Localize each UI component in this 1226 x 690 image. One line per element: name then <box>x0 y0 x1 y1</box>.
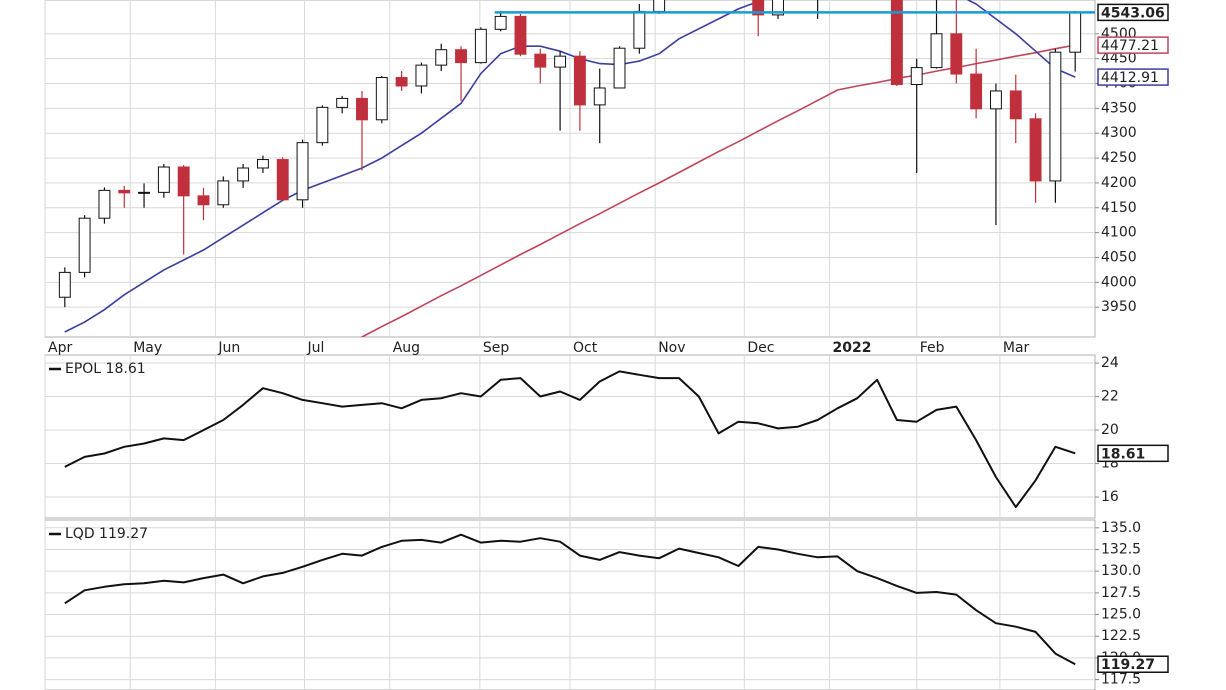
candle-body <box>930 33 943 69</box>
y-tick-label: 122.5 <box>1101 628 1141 644</box>
x-tick-label: Sep <box>483 340 510 356</box>
last-value-box <box>1097 444 1169 463</box>
x-tick-label: Aug <box>393 340 420 356</box>
last-value-box <box>1097 3 1169 22</box>
candle-body <box>256 159 269 169</box>
y-tick-label: 4200 <box>1101 175 1137 191</box>
candle-body <box>989 90 1002 110</box>
last-value-label: 4412.91 <box>1101 70 1159 86</box>
candle-body <box>1069 11 1082 53</box>
candle-body <box>950 33 963 75</box>
last-value-label: 119.27 <box>1101 657 1155 673</box>
candle-body <box>455 49 467 64</box>
last-value-label: 18.61 <box>1101 446 1145 462</box>
y-tick-label: 4050 <box>1101 249 1137 265</box>
candle-body <box>910 67 923 85</box>
candle-body <box>177 166 190 197</box>
x-tick-label: Nov <box>658 340 685 356</box>
y-tick-label: 22 <box>1101 389 1119 405</box>
candle-body <box>1029 118 1042 182</box>
candle-body <box>752 0 765 16</box>
y-tick-label: 132.5 <box>1101 541 1141 557</box>
x-tick-label: 2022 <box>833 340 872 356</box>
x-tick-label: Feb <box>920 340 945 356</box>
candle-body <box>98 189 111 219</box>
candle-body <box>474 28 487 64</box>
candle-body <box>554 55 567 68</box>
y-tick-label: 125.0 <box>1101 607 1141 623</box>
grid-layer: 3950400040504100415042004250430043504400… <box>44 0 1141 690</box>
x-tick-label: Apr <box>48 340 72 356</box>
y-tick-label: 4300 <box>1101 125 1137 141</box>
y-tick-label: 135.0 <box>1101 520 1141 536</box>
labels-layer: Apr May Jun Jul Aug Sep Oct Nov Dec 2022 Feb Mar441… <box>48 3 1169 673</box>
y-tick-label: 4150 <box>1101 200 1137 216</box>
candle-body <box>217 180 230 206</box>
lqd-panel <box>64 533 1076 666</box>
candle-body <box>514 15 527 55</box>
x-tick-label: Dec <box>747 340 774 356</box>
candle-body <box>653 0 666 12</box>
y-tick-label: 20 <box>1101 422 1119 438</box>
candle-body <box>356 97 368 121</box>
epol-panel <box>64 370 1076 509</box>
price-line <box>64 533 1076 666</box>
last-value-box <box>1097 36 1169 54</box>
candle-body <box>197 195 210 206</box>
y-tick-label: 4250 <box>1101 150 1137 166</box>
candle-body <box>78 217 91 273</box>
candle-body <box>534 53 547 68</box>
candle-body <box>890 0 903 85</box>
candle-body <box>375 77 388 121</box>
candle-body <box>494 15 507 30</box>
candle-body <box>613 47 626 89</box>
y-tick-label: 24 <box>1101 355 1119 371</box>
y-tick-label: 117.5 <box>1101 672 1141 688</box>
y-tick-label: 4000 <box>1101 274 1137 290</box>
y-tick-label: 16 <box>1101 489 1119 505</box>
y-tick-label: 127.5 <box>1101 585 1141 601</box>
price-panel <box>58 0 1095 337</box>
legend-label: LQD 119.27 <box>65 526 148 542</box>
legend-label: EPOL 18.61 <box>65 361 146 377</box>
candle-body <box>1009 90 1022 120</box>
price-line <box>64 370 1076 509</box>
y-tick-label: 130.0 <box>1101 563 1141 579</box>
candle-body <box>970 73 983 110</box>
y-tick-label: 4100 <box>1101 225 1137 241</box>
last-value-box <box>1097 68 1169 86</box>
candle-body <box>1049 51 1062 182</box>
moving-average <box>64 0 1076 333</box>
x-tick-label: Jun <box>217 340 240 356</box>
x-tick-label: Oct <box>573 340 598 356</box>
candle-body <box>593 87 606 106</box>
candle-body <box>772 0 784 16</box>
y-tick-label: 4450 <box>1101 51 1137 67</box>
candle-body <box>435 49 448 66</box>
candle-body <box>58 271 71 298</box>
candle-body <box>633 10 646 49</box>
x-tick-label: Jul <box>307 340 325 356</box>
last-value-label: 4477.21 <box>1101 38 1159 54</box>
candle-body <box>395 77 408 87</box>
candle-body <box>138 191 151 194</box>
x-tick-label: May <box>133 340 162 356</box>
candle-body <box>316 106 329 144</box>
candle-body <box>157 166 170 193</box>
candle-body <box>573 55 586 106</box>
candle-body <box>336 97 349 108</box>
y-tick-label: 3950 <box>1101 299 1137 315</box>
last-value-label: 4543.06 <box>1101 5 1165 21</box>
x-tick-label: Mar <box>1003 340 1030 356</box>
last-value-box <box>1097 655 1169 673</box>
moving-average <box>360 44 1076 337</box>
candle-body <box>276 159 289 201</box>
candle-body <box>415 64 428 87</box>
candle-body <box>296 142 309 201</box>
y-tick-label: 4350 <box>1101 100 1137 116</box>
candle-body <box>118 189 131 194</box>
candle-body <box>237 167 250 182</box>
